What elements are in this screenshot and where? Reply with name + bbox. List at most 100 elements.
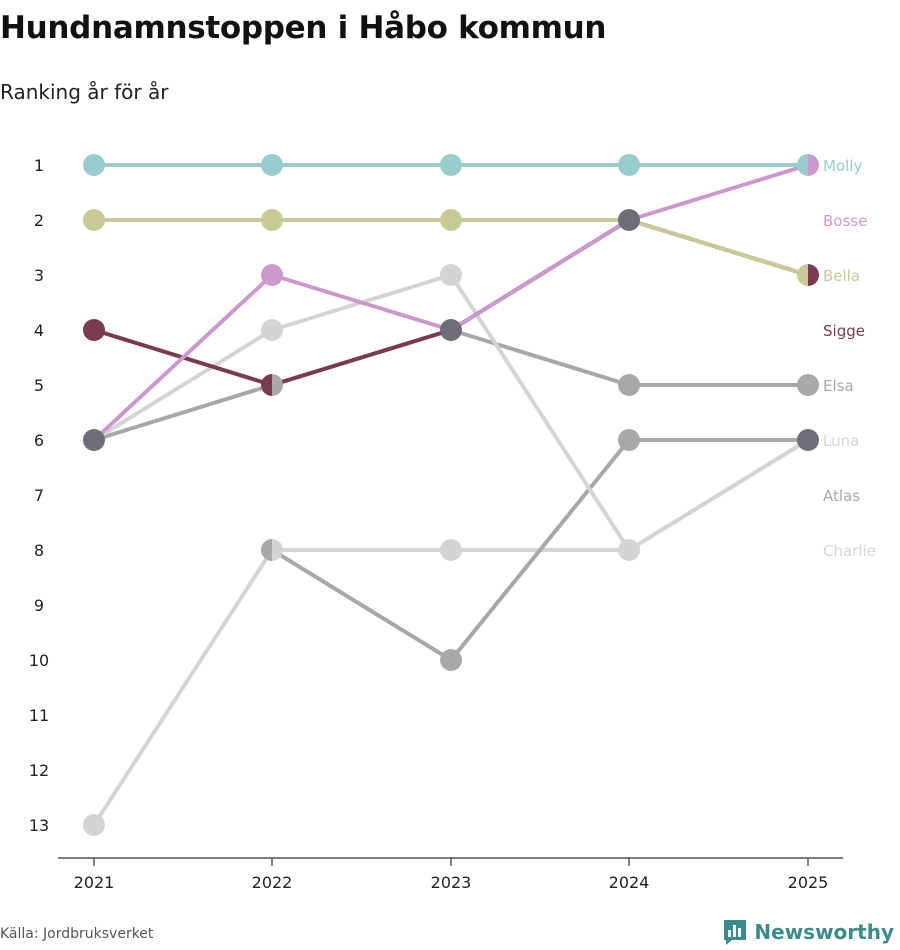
data-point [797, 264, 819, 286]
y-tick-label: 10 [29, 651, 49, 670]
data-point [261, 319, 283, 341]
end-label-sigge: Sigge [823, 322, 865, 340]
x-tick-labels: 2021 2022 2023 2024 2025 [74, 858, 829, 892]
x-tick-label: 2022 [252, 873, 293, 892]
y-tick-label: 5 [34, 376, 44, 395]
series-line-sigge [93, 218, 809, 387]
end-label-elsa: Elsa [823, 377, 854, 395]
point-charlie [629, 539, 640, 561]
data-point [440, 539, 462, 561]
point-atlas [618, 374, 640, 396]
x-tick-label: 2024 [609, 873, 650, 892]
data-point [261, 209, 283, 231]
point-shared [440, 319, 462, 341]
data-point [261, 374, 283, 396]
data-point [261, 264, 283, 286]
end-label-bosse: Bosse [823, 212, 867, 230]
point-shared [83, 429, 105, 451]
data-point [618, 539, 640, 561]
data-point [618, 429, 640, 451]
point-bosse [808, 154, 819, 176]
data-point [797, 154, 819, 176]
point-shared [797, 429, 819, 451]
end-label-charlie: Charlie [823, 542, 876, 560]
source-note: Källa: Jordbruksverket [0, 926, 154, 942]
series-line-luna [270, 438, 808, 662]
point-sigge [83, 319, 105, 341]
point-luna [261, 539, 272, 561]
data-point [440, 319, 462, 341]
point-elsa [261, 319, 283, 341]
point-luna [440, 649, 462, 671]
y-tick-label: 11 [29, 706, 49, 725]
point-bella [83, 209, 105, 231]
chart-subtitle: Ranking år för år [0, 80, 169, 104]
data-point [83, 814, 105, 836]
y-tick-label: 13 [29, 816, 49, 835]
data-point [83, 319, 105, 341]
y-tick-label: 1 [34, 156, 44, 175]
point-atlas [272, 374, 283, 396]
data-point [440, 649, 462, 671]
series-line-charlie [92, 438, 810, 827]
y-tick-label: 7 [34, 486, 44, 505]
data-point [440, 154, 462, 176]
y-tick-label: 9 [34, 596, 44, 615]
point-sigge [261, 374, 272, 396]
point-bella [440, 209, 462, 231]
point-shared [618, 209, 640, 231]
point-atlas [797, 374, 819, 396]
point-molly [261, 154, 283, 176]
data-point [83, 209, 105, 231]
series-line-bosse [92, 163, 809, 442]
end-label-luna: Luna [823, 432, 859, 450]
series-line-atlas [93, 328, 808, 442]
data-point [440, 209, 462, 231]
y-tick-label: 2 [34, 211, 44, 230]
y-tick-label: 6 [34, 431, 44, 450]
point-sigge [808, 264, 819, 286]
point-molly [83, 154, 105, 176]
point-bella [261, 209, 283, 231]
end-label-atlas: Atlas [823, 487, 860, 505]
data-point [797, 374, 819, 396]
data-point [440, 264, 462, 286]
point-luna [618, 429, 640, 451]
data-point [261, 539, 283, 561]
data-point [797, 429, 819, 451]
data-point [618, 209, 640, 231]
x-tick-label: 2025 [788, 873, 829, 892]
y-tick-label: 12 [29, 761, 49, 780]
data-point [618, 154, 640, 176]
chart-title: Hundnamnstoppen i Håbo kommun [0, 10, 607, 46]
point-charlie [83, 814, 105, 836]
series-line-elsa [92, 273, 810, 552]
x-tick-label: 2023 [431, 873, 472, 892]
x-tick-label: 2021 [74, 873, 115, 892]
point-elsa [618, 539, 629, 561]
series-points [83, 154, 819, 836]
y-tick-label: 4 [34, 321, 44, 340]
point-bosse [261, 264, 283, 286]
newsworthy-logo-icon [724, 920, 747, 945]
data-point [618, 374, 640, 396]
brand-name: Newsworthy [754, 920, 894, 944]
data-point [83, 429, 105, 451]
y-tick-label: 8 [34, 541, 44, 560]
end-label-bella: Bella [823, 267, 860, 285]
newsworthy-logo: Newsworthy [722, 918, 894, 946]
data-point [83, 154, 105, 176]
point-molly [618, 154, 640, 176]
point-charlie [272, 539, 283, 561]
data-point [261, 154, 283, 176]
point-elsa [440, 264, 462, 286]
point-charlie [440, 539, 462, 561]
end-label-molly: Molly [823, 157, 862, 175]
point-molly [797, 154, 808, 176]
point-bella [797, 264, 808, 286]
point-molly [440, 154, 462, 176]
y-tick-label: 3 [34, 266, 44, 285]
end-labels: Molly Bosse Bella Sigge Elsa Luna Atlas Charlie [823, 157, 876, 560]
